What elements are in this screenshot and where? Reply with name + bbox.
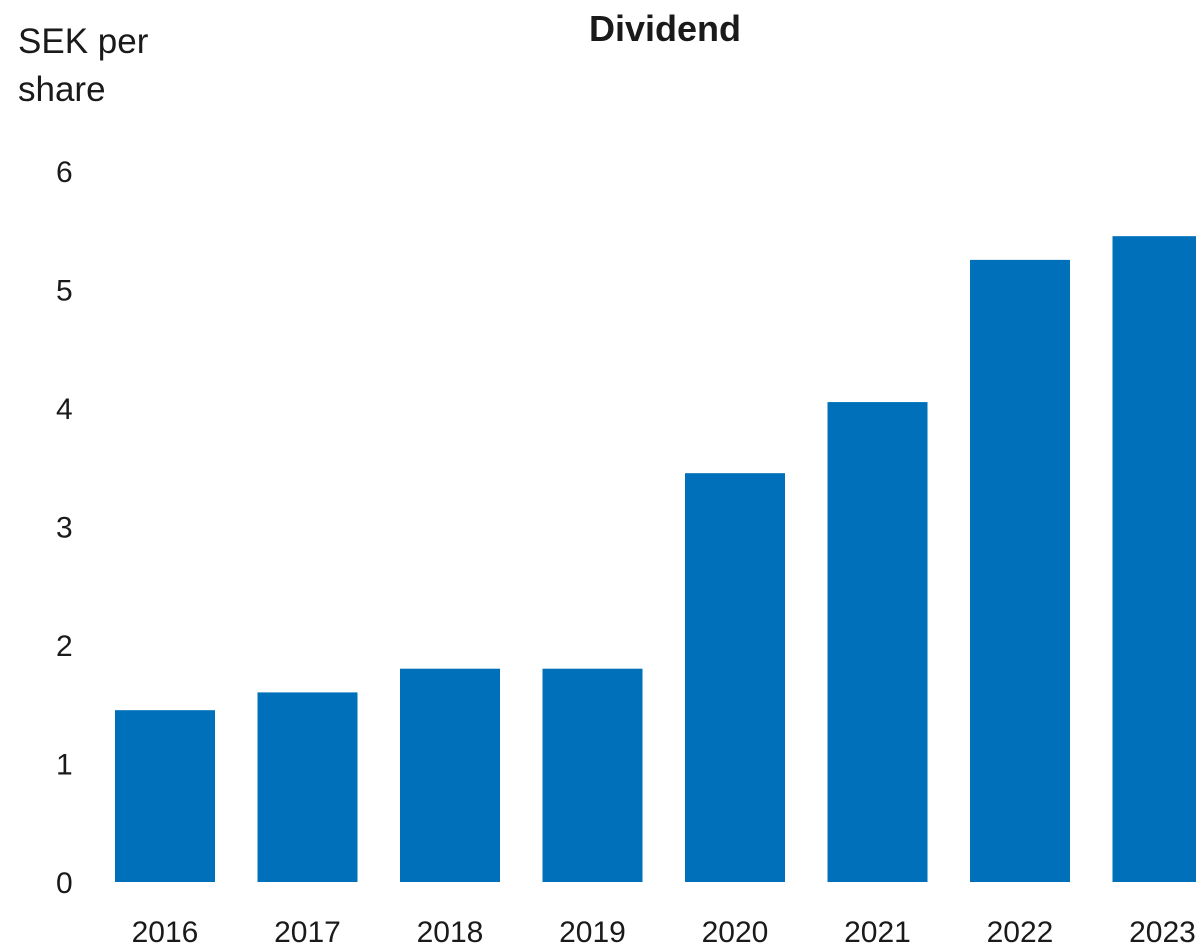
y-tick-label-0: 0 [56,867,73,900]
bar-2021 [827,402,928,882]
chart-title: Dividend [588,8,741,49]
bars-group [115,236,1196,883]
x-tick-label-2021: 2021 [844,916,911,944]
y-tick-label-1: 1 [56,749,73,782]
y-axis-label: SEK per share [18,22,149,109]
x-tick-label-2016: 2016 [132,916,199,944]
bar-2019 [542,668,643,882]
y-tick-label-5: 5 [56,275,73,308]
x-tick-label-2023: 2023 [1129,916,1196,944]
bar-2017 [257,692,358,882]
bar-2022 [970,259,1070,882]
x-tick-label-2020: 2020 [702,916,769,944]
x-tick-label-2019: 2019 [559,916,626,944]
x-tick-label-2017: 2017 [274,916,341,944]
x-tick-label-2018: 2018 [417,916,484,944]
x-axis-ticks: 2016 2017 2018 2019 2020 2021 2022 2023 [132,916,1196,944]
bar-2023 [1112,236,1196,883]
x-tick-label-2022: 2022 [987,916,1054,944]
y-tick-label-4: 4 [56,393,73,426]
y-axis-ticks: 0 1 2 3 4 5 6 [56,156,73,900]
y-tick-label-6: 6 [56,156,73,189]
y-tick-label-2: 2 [56,630,73,663]
bar-2018 [400,668,500,882]
y-tick-label-3: 3 [56,512,73,545]
bar-2016 [115,710,215,882]
bar-2020 [685,473,785,882]
